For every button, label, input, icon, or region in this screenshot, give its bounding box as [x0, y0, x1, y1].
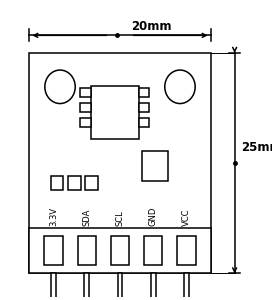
Bar — [138, 103, 149, 112]
Text: 3.3V: 3.3V — [49, 207, 58, 226]
Text: SCL: SCL — [116, 211, 125, 226]
Bar — [81, 88, 91, 97]
Bar — [78, 236, 96, 266]
Bar — [138, 118, 149, 127]
Bar — [68, 176, 81, 190]
Bar — [81, 103, 91, 112]
Bar — [177, 236, 196, 266]
Bar — [51, 274, 56, 298]
Text: 20mm: 20mm — [131, 20, 171, 33]
Bar — [151, 274, 156, 298]
Bar — [144, 236, 162, 266]
Text: 25mm: 25mm — [241, 141, 272, 154]
Bar — [84, 274, 89, 298]
Bar — [118, 274, 122, 298]
Bar — [85, 176, 98, 190]
Bar — [45, 236, 63, 266]
Text: SDA: SDA — [82, 209, 91, 226]
Bar — [91, 86, 138, 139]
Bar — [111, 236, 129, 266]
Text: VCC: VCC — [182, 209, 191, 226]
Bar — [138, 88, 149, 97]
Bar — [29, 228, 211, 274]
Bar — [81, 118, 91, 127]
Text: GND: GND — [149, 207, 158, 226]
Bar — [184, 274, 189, 298]
Circle shape — [165, 70, 195, 104]
Bar — [51, 176, 63, 190]
Bar — [29, 53, 211, 274]
Circle shape — [45, 70, 75, 104]
Bar — [142, 152, 168, 181]
